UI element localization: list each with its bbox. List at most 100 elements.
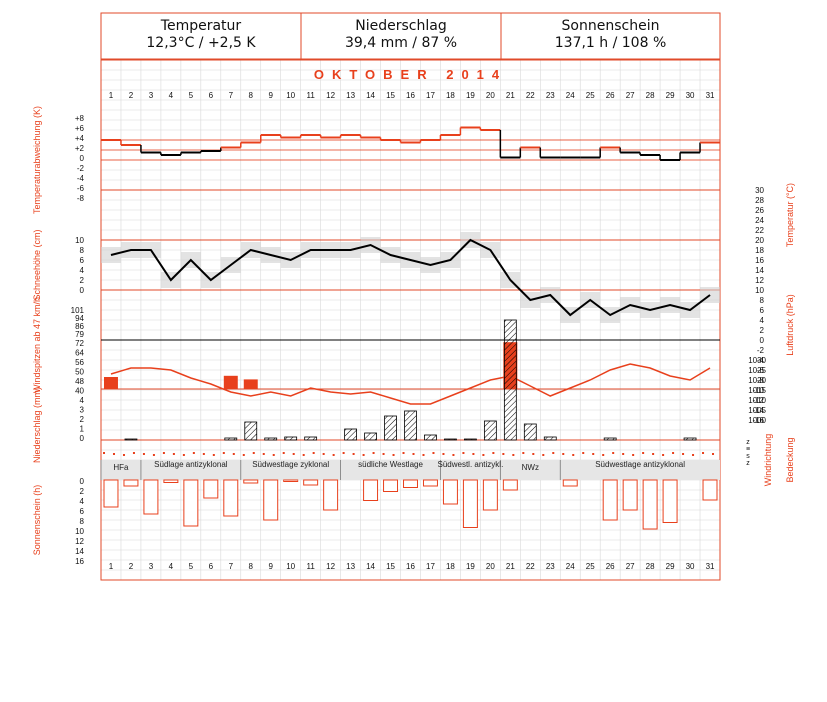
cloud-marker [672,452,675,454]
cloud-marker [122,454,125,456]
day-label: 27 [626,562,635,571]
sunshine-bar [103,479,119,508]
cloud-marker [402,452,405,454]
tick-temp-dev: -6 [77,184,85,193]
summary-value: 12,3°C / +2,5 K [146,35,256,51]
cloud-code: s [746,453,750,460]
summary-label: Sonnenschein [561,18,660,34]
cloud-marker [492,452,495,454]
sunshine-bar [642,479,658,530]
tick-sun: 2 [80,487,85,496]
weather-type-label: Südwestl. antizykl. [437,460,503,469]
weather-type-label: Südwestlage zyklonal [252,460,329,469]
day-label: 29 [666,91,675,100]
cloud-marker [662,454,665,456]
day-label: 20 [486,562,495,571]
sunshine-bar [323,479,339,511]
day-label: 17 [426,562,435,571]
day-label: 15 [386,91,395,100]
precip-bar [483,420,497,441]
sunshine-bar [183,479,199,527]
tick-precip: 56 [75,358,84,367]
tick-temperature: 22 [755,226,764,235]
weather-type-label: südliche Westlage [358,460,423,469]
cloud-marker [562,453,565,455]
precip-bar [404,410,417,441]
tick-temperature: 16 [755,256,764,265]
day-label: 11 [307,91,316,100]
tick-precip: 0 [80,434,85,443]
cloud-marker [512,454,515,456]
tick-temp-dev: +2 [75,144,85,153]
cloud-marker [212,454,215,456]
tick-temperature: 20 [755,236,764,245]
axis-label-precip: Niederschlag (mm) [32,387,42,463]
tick-sun: 4 [80,497,85,506]
cloud-marker [352,453,355,455]
wind-gust-bar [243,379,258,389]
cloud-marker [422,454,425,456]
summary-label: Niederschlag [355,18,447,34]
tick-precip: 72 [75,339,84,348]
cloud-marker [572,454,575,456]
tick-wind: 101 [71,306,85,315]
cloud-marker [712,453,715,455]
cloud-marker [522,452,525,454]
tick-temperature: 4 [760,316,765,325]
summary-temperature: Temperatur 12,3°C / +2,5 K [101,13,301,59]
day-label: 9 [268,91,273,100]
tick-snow: 2 [80,276,85,285]
day-label: 28 [646,562,655,571]
tick-sun: 8 [80,517,85,526]
day-label: 9 [268,562,273,571]
cloud-marker [502,453,505,455]
sunshine-bar [403,479,418,488]
axis-label-snow: Schneehöhe (cm) [32,229,42,300]
weather-type-label: Südwestlage antizyklonal [595,460,685,469]
cloud-marker [582,452,585,454]
tick-precip: 40 [75,387,84,396]
precip-bar [224,437,238,441]
tick-temperature: 30 [755,186,764,195]
cloud-marker [462,452,465,454]
cloud-marker [142,453,145,455]
tick-temp-dev: +4 [75,134,85,143]
sunshine-bar [702,479,718,501]
day-label: 23 [546,91,555,100]
precip-bar [503,319,517,441]
tick-wind: 94 [75,314,84,323]
tick-temperature: 6 [760,306,765,315]
cloud-marker [442,453,445,455]
precip-bar [464,438,477,441]
precip-bar [543,436,557,441]
cloud-marker [112,453,115,455]
day-label: 22 [526,91,535,100]
axis-label-wind: Windspitzen ab 47 km/h [32,297,42,393]
precip-bar [384,415,397,441]
cloud-marker [302,454,305,456]
day-label: 1 [109,562,114,571]
tick-sun: 0 [80,477,85,486]
weather-type-label: HFa [113,463,129,472]
summary-sunshine: Sonnenschein 137,1 h / 108 % [501,13,720,59]
axis-label-winddir: Windrichtung [763,434,773,487]
day-label: 29 [666,562,675,571]
tick-pressure: 1010 [748,396,766,405]
tick-wind: 79 [75,330,84,339]
cloud-marker [282,452,285,454]
day-label: 2 [129,562,134,571]
day-label: 30 [686,91,695,100]
sunshine-bar [622,479,638,511]
day-label: 11 [307,562,316,571]
sunshine-bar [203,479,219,499]
tick-pressure: 1030 [748,356,766,365]
sunshine-bar [422,479,438,487]
tick-sun: 14 [75,547,84,556]
tick-pressure: 1015 [748,386,766,395]
cloud-marker [432,452,435,454]
precip-bar [424,434,437,441]
day-label: 15 [386,562,395,571]
cloud-marker [642,452,645,454]
cloud-marker [372,452,375,454]
